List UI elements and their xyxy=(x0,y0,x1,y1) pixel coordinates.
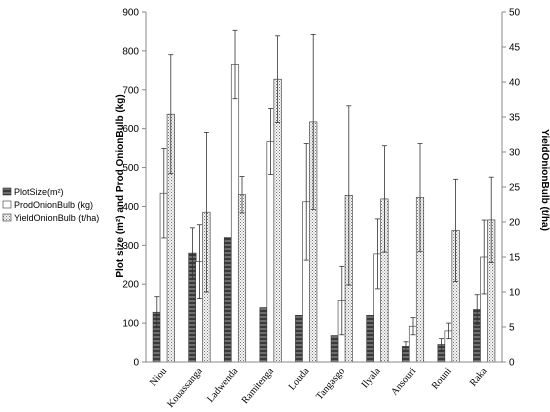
left-tick-label: 0 xyxy=(133,358,139,369)
legend-item-prod: ProdOnionBulb (kg) xyxy=(2,200,93,210)
category-label: Tangasgo xyxy=(314,366,347,402)
left-tick-label: 600 xyxy=(122,124,139,135)
legend-swatch-plot-size xyxy=(2,187,12,196)
left-tick-label: 200 xyxy=(122,280,139,291)
bar-marks xyxy=(152,64,496,363)
axes xyxy=(145,12,503,363)
left-tick-label: 700 xyxy=(122,85,139,96)
right-tick-label: 20 xyxy=(509,218,521,229)
right-tick-label: 10 xyxy=(509,288,521,299)
left-axis-ticks: 0 100 200 300 400 500 600 700 800 900 xyxy=(122,8,146,369)
legend-item-plot-size: PlotSize(m²) xyxy=(2,187,64,197)
category-label: Kouassanga xyxy=(165,365,205,410)
left-tick-label: 500 xyxy=(122,163,139,174)
bar-prod-onion xyxy=(230,64,240,363)
right-tick-label: 25 xyxy=(509,183,521,194)
right-tick-label: 0 xyxy=(509,358,515,369)
bar-plot-size xyxy=(295,315,304,363)
right-tick-label: 5 xyxy=(509,323,515,334)
right-tick-label: 30 xyxy=(509,148,521,159)
legend-item-yield: YieldOnionBulb (t/ha) xyxy=(2,213,99,223)
bar-plot-size xyxy=(330,335,339,363)
category-label: Niou xyxy=(148,366,169,388)
right-tick-label: 45 xyxy=(509,43,521,54)
category-label: Ansouri xyxy=(389,366,418,398)
bar-plot-size xyxy=(259,307,268,363)
legend-label-plot-size: PlotSize(m²) xyxy=(14,187,64,197)
category-label: Rouni xyxy=(430,366,454,392)
left-tick-label: 400 xyxy=(122,202,139,213)
legend-label-prod: ProdOnionBulb (kg) xyxy=(14,200,93,210)
legend-label-yield: YieldOnionBulb (t/ha) xyxy=(14,213,99,223)
right-tick-label: 50 xyxy=(509,8,521,19)
bar-yield-onion xyxy=(237,194,247,363)
bar-plot-size xyxy=(223,237,233,363)
y-axis-title: Plot size (m²) and Prod OnionBulb (kg) xyxy=(115,94,126,277)
right-tick-label: 35 xyxy=(509,113,521,124)
left-tick-label: 300 xyxy=(122,241,139,252)
bar-plot-size xyxy=(366,315,375,363)
category-label: Raka xyxy=(468,365,490,388)
legend: PlotSize(m²) ProdOnionBulb (kg) YieldOni… xyxy=(2,187,99,223)
left-tick-label: 100 xyxy=(122,319,139,330)
y2-axis-title: YieldOnionBulb (t/ha) xyxy=(539,129,550,231)
category-label: Ladwenda xyxy=(205,365,241,404)
legend-swatch-yield xyxy=(2,213,12,222)
legend-swatch-prod xyxy=(2,200,12,209)
left-tick-label: 900 xyxy=(122,8,139,19)
category-label: Louda xyxy=(287,365,312,392)
left-tick-label: 800 xyxy=(122,46,139,57)
category-label: Ilyala xyxy=(360,365,383,390)
right-tick-label: 15 xyxy=(509,253,521,264)
right-tick-label: 40 xyxy=(509,78,521,89)
category-label: Ramitenga xyxy=(240,365,277,406)
right-axis-ticks: 0 5 10 15 20 25 30 35 40 45 50 xyxy=(502,8,521,369)
error-bars xyxy=(154,29,494,352)
